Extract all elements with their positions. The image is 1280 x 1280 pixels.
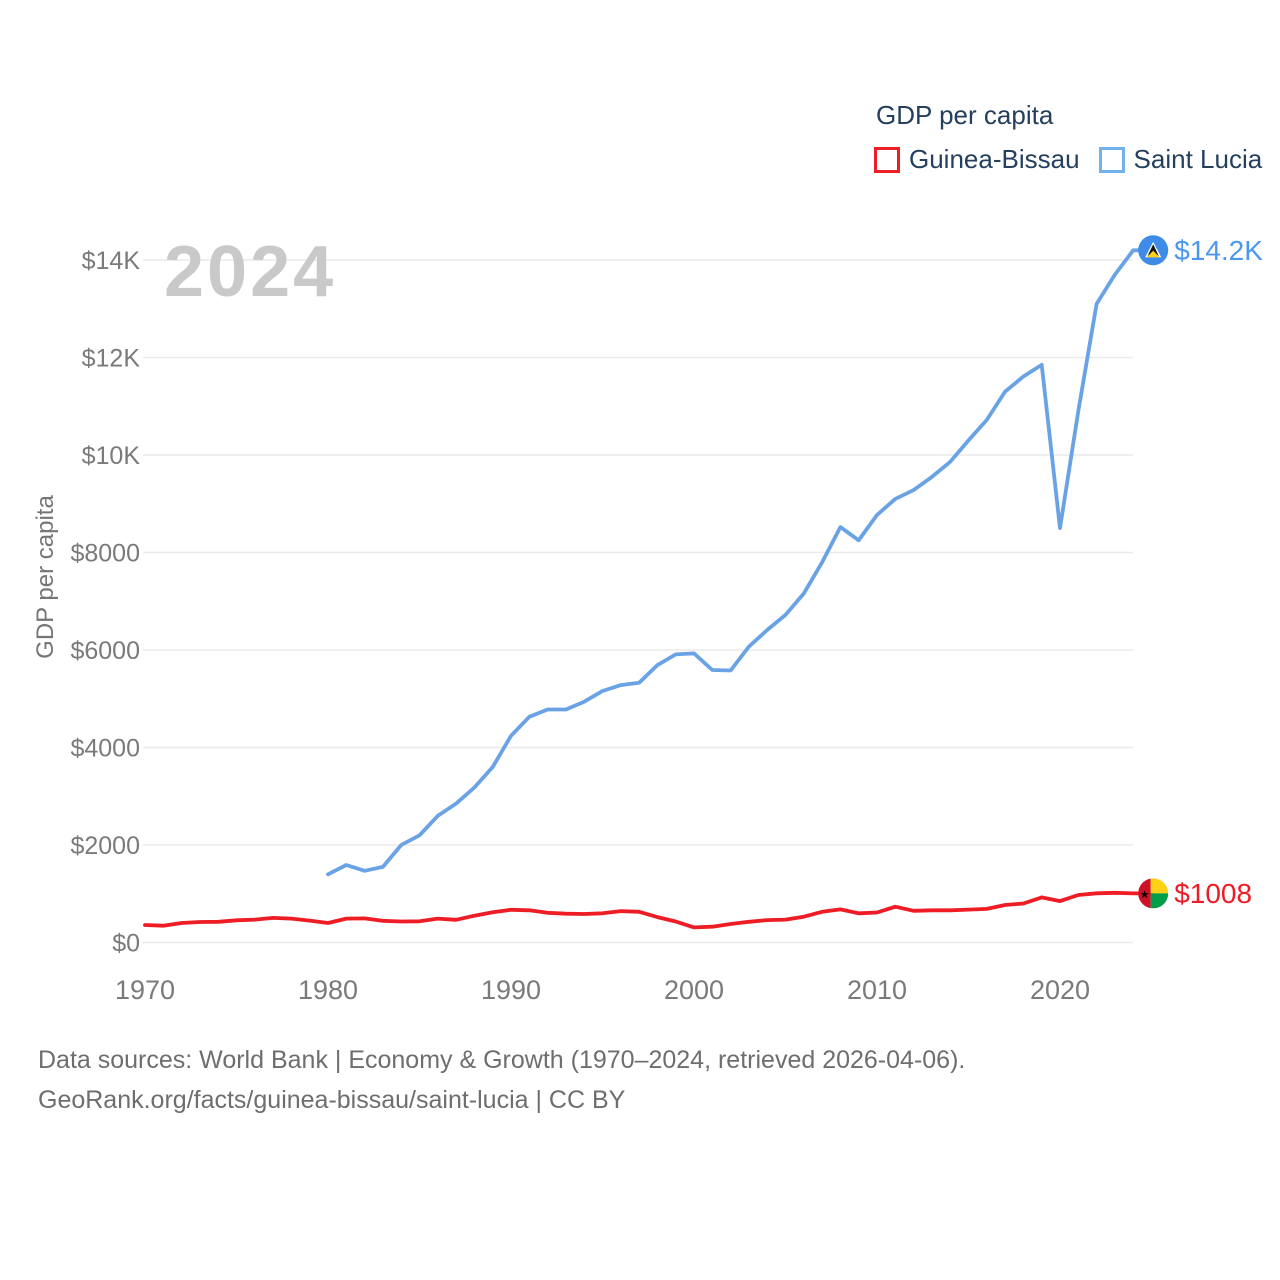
x-tick-label: 2000 bbox=[664, 975, 724, 1005]
legend-swatch-guinea-bissau bbox=[874, 146, 900, 173]
series-line-guinea-bissau[interactable] bbox=[143, 890, 1155, 930]
legend-item-saint-lucia[interactable]: Saint Lucia bbox=[1098, 144, 1263, 175]
legend-swatch-saint-lucia bbox=[1098, 146, 1125, 173]
end-value-label-saint-lucia: $14.2K bbox=[1174, 234, 1263, 266]
gnb-flag-yellow-band bbox=[1150, 878, 1169, 894]
legend-item-guinea-bissau[interactable]: Guinea-Bissau bbox=[874, 144, 1080, 175]
x-tick-label: 2020 bbox=[1030, 975, 1090, 1005]
legend-row: Guinea-Bissau Saint Lucia bbox=[874, 144, 1262, 175]
x-tick-label: 1970 bbox=[115, 975, 175, 1005]
y-tick-label: $4000 bbox=[70, 735, 140, 763]
series-lines bbox=[143, 248, 1155, 930]
attribution-text: GeoRank.org/facts/guinea-bissau/saint-lu… bbox=[38, 1086, 626, 1114]
y-tick-label: $10K bbox=[82, 442, 141, 470]
y-axis-title: GDP per capita bbox=[32, 495, 59, 659]
legend: GDP per capita Guinea-Bissau Saint Lucia bbox=[874, 100, 1262, 175]
x-axis-labels: 1970 1980 1990 2000 2010 2020 bbox=[115, 975, 1090, 1005]
lca-flag-yellow-triangle bbox=[1146, 250, 1160, 258]
data-sources-text: Data sources: World Bank | Economy & Gro… bbox=[38, 1046, 966, 1074]
y-tick-label: $2000 bbox=[70, 832, 140, 860]
saint-lucia-flag-icon bbox=[1138, 235, 1169, 266]
series-line-saint-lucia[interactable] bbox=[326, 248, 1155, 877]
y-tick-label: $6000 bbox=[70, 637, 140, 665]
end-value-label-guinea-bissau: $1008 bbox=[1174, 877, 1253, 909]
black-star-icon: ★ bbox=[1140, 889, 1150, 901]
legend-label-guinea-bissau: Guinea-Bissau bbox=[909, 144, 1080, 174]
gridlines bbox=[143, 259, 1133, 944]
gnb-flag-red-band bbox=[1138, 878, 1151, 909]
lca-flag-black-triangle bbox=[1147, 244, 1159, 256]
legend-title: GDP per capita bbox=[876, 100, 1054, 130]
legend-label-saint-lucia: Saint Lucia bbox=[1133, 144, 1263, 174]
watermark-year: 2024 bbox=[164, 232, 337, 312]
x-tick-label: 2010 bbox=[847, 975, 907, 1005]
y-tick-label: $12K bbox=[82, 345, 141, 373]
x-tick-label: 1990 bbox=[481, 975, 541, 1005]
x-tick-label: 1980 bbox=[298, 975, 358, 1005]
guinea-bissau-flag-icon: ★ bbox=[1138, 878, 1169, 909]
y-tick-label: $0 bbox=[112, 930, 140, 958]
gnb-flag-green-band bbox=[1150, 893, 1169, 909]
y-tick-label: $14K bbox=[82, 247, 141, 275]
y-tick-label: $8000 bbox=[70, 540, 140, 568]
y-axis-labels: $0 $2000 $4000 $6000 $8000 $10K $12K $14K bbox=[70, 247, 140, 958]
